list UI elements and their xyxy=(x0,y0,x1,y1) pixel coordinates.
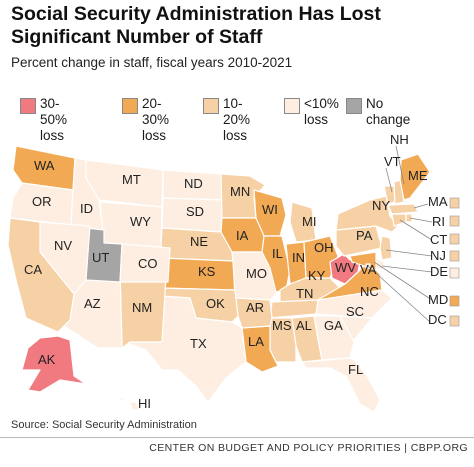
page-subtitle: Percent change in staff, fiscal years 20… xyxy=(11,55,293,70)
label-va: VA xyxy=(360,262,377,277)
label-nv: NV xyxy=(54,238,72,253)
legend: 30-50% loss 20-30% loss 10-20% loss <10% los… xyxy=(20,96,470,143)
state-co xyxy=(119,243,171,283)
legend-label-sub: loss xyxy=(223,128,248,143)
label-ar: AR xyxy=(246,300,264,315)
label-ia: IA xyxy=(236,228,249,243)
label-id: ID xyxy=(80,201,93,216)
label-ne: NE xyxy=(190,234,208,249)
label-il: IL xyxy=(272,246,283,261)
label-in: IN xyxy=(292,250,305,265)
state-ca xyxy=(7,217,75,333)
state-tn xyxy=(269,299,319,319)
label-ut: UT xyxy=(92,250,109,265)
label-ma: MA xyxy=(428,194,448,209)
label-vt: VT xyxy=(384,154,401,169)
swatch-nj xyxy=(449,250,460,262)
label-wa: WA xyxy=(34,158,55,173)
label-mn: MN xyxy=(230,184,250,199)
label-nm: NM xyxy=(132,300,152,315)
state-ct xyxy=(391,213,407,227)
label-wi: WI xyxy=(262,202,278,217)
swatch-md xyxy=(449,295,460,307)
label-ga: GA xyxy=(324,318,343,333)
us-map: WA OR ID MT WY ND SD NE KS MN IA MO WI I… xyxy=(7,132,460,413)
label-ct: CT xyxy=(430,232,447,247)
label-la: LA xyxy=(248,334,264,349)
swatch-ct xyxy=(449,233,460,245)
swatch-ri xyxy=(449,215,460,227)
swatch-dc xyxy=(449,315,460,327)
state-hi xyxy=(109,393,141,411)
label-tx: TX xyxy=(190,336,207,351)
label-oh: OH xyxy=(314,240,334,255)
label-ny: NY xyxy=(372,198,390,213)
label-ky: KY xyxy=(308,268,326,283)
label-pa: PA xyxy=(356,228,373,243)
legend-swatch xyxy=(122,98,138,114)
label-me: ME xyxy=(408,168,428,183)
legend-swatch xyxy=(203,98,219,114)
label-nh: NH xyxy=(390,132,409,147)
page-title: Social Security Administration Has Lost … xyxy=(11,3,381,48)
label-wy: WY xyxy=(130,214,151,229)
label-sc: SC xyxy=(346,304,364,319)
label-ms: MS xyxy=(272,318,292,333)
label-az: AZ xyxy=(84,296,101,311)
footer-credit: CENTER ON BUDGET AND POLICY PRIORITIES |… xyxy=(149,442,468,454)
legend-label: <10% xyxy=(304,96,339,111)
label-mo: MO xyxy=(246,266,267,281)
label-tn: TN xyxy=(296,286,313,301)
label-ca: CA xyxy=(24,262,42,277)
legend-label: 30-50% xyxy=(40,96,68,127)
label-hi: HI xyxy=(138,396,151,411)
state-ak xyxy=(21,335,87,393)
label-ri: RI xyxy=(432,214,445,229)
label-co: CO xyxy=(138,256,158,271)
label-ks: KS xyxy=(198,264,216,279)
state-fl xyxy=(301,357,381,413)
label-or: OR xyxy=(32,194,52,209)
label-nd: ND xyxy=(184,176,203,191)
state-ny xyxy=(335,195,399,233)
label-mi: MI xyxy=(302,214,316,229)
legend-swatch xyxy=(284,98,300,114)
label-mt: MT xyxy=(122,172,141,187)
state-ma xyxy=(387,203,419,215)
legend-label-sub: loss xyxy=(142,128,167,143)
label-sd: SD xyxy=(186,204,204,219)
source-note: Source: Social Security Administration xyxy=(11,419,197,431)
legend-label: 10-20% xyxy=(223,96,251,127)
label-nc: NC xyxy=(360,284,379,299)
legend-swatch xyxy=(346,98,362,114)
legend-label: 20-30% xyxy=(142,96,170,127)
label-wv: WV xyxy=(335,260,356,275)
label-ak: AK xyxy=(38,352,56,367)
state-tx xyxy=(123,295,247,403)
label-fl: FL xyxy=(348,362,363,377)
swatch-ma xyxy=(449,197,460,209)
state-mt xyxy=(85,159,164,208)
footer-divider xyxy=(0,437,474,438)
state-nj xyxy=(379,235,393,261)
swatch-de xyxy=(449,267,460,279)
legend-label-sub: loss xyxy=(304,112,329,127)
label-ok: OK xyxy=(206,296,225,311)
legend-swatch xyxy=(20,98,36,114)
label-al: AL xyxy=(296,318,312,333)
label-md: MD xyxy=(428,292,448,307)
legend-label: No change xyxy=(366,96,411,127)
label-nj: NJ xyxy=(430,248,446,263)
legend-label-sub: loss xyxy=(40,128,65,143)
state-me xyxy=(399,153,431,201)
label-de: DE xyxy=(430,264,448,279)
label-dc: DC xyxy=(428,312,447,327)
